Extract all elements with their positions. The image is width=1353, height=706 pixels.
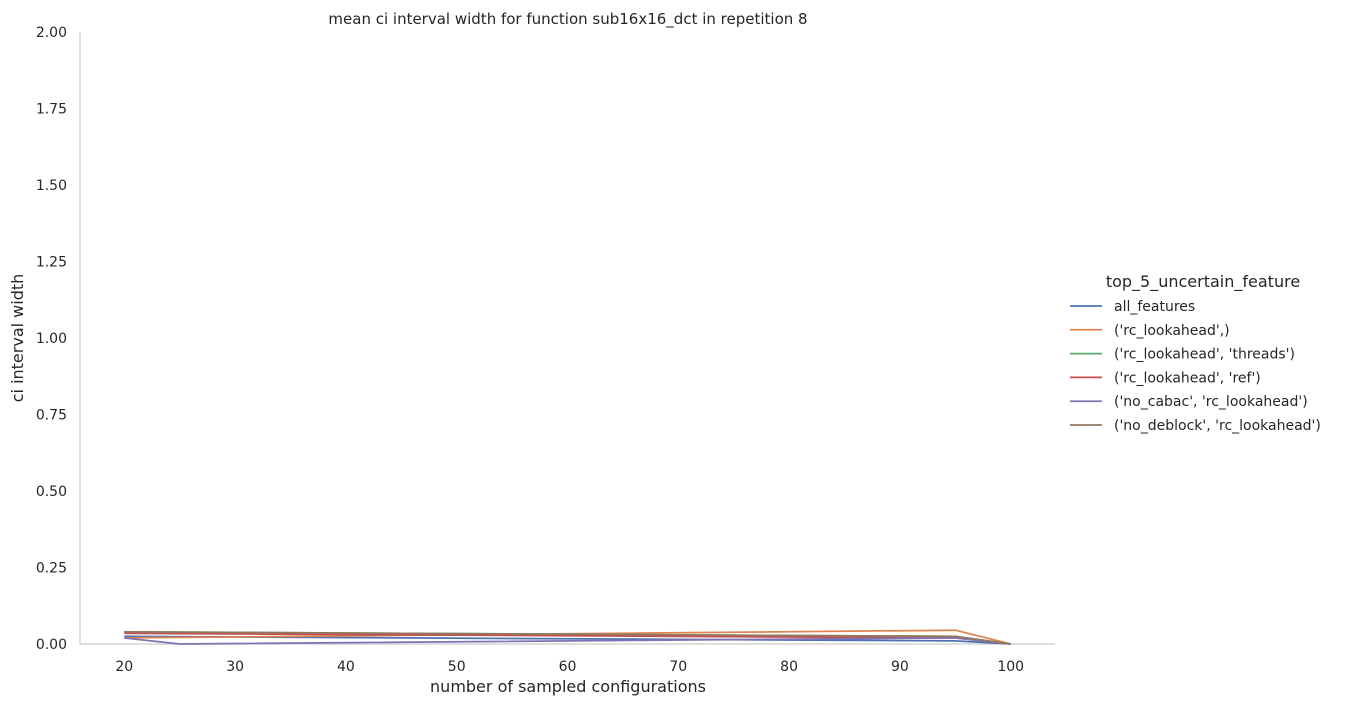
series-line: [124, 635, 1011, 645]
legend-label: ('no_cabac', 'rc_lookahead'): [1114, 394, 1308, 410]
series-line: [124, 630, 1011, 645]
x-tick-label: 20: [115, 659, 133, 675]
y-tick-label: 0.00: [36, 637, 67, 653]
y-axis-title: ci interval width: [8, 274, 27, 403]
x-tick-label: 50: [448, 659, 466, 675]
y-tick-label: 1.25: [36, 255, 67, 271]
chart-title: mean ci interval width for function sub1…: [328, 10, 807, 29]
legend-items: all_features ('rc_lookahead',) ('rc_lookah…: [1070, 299, 1321, 434]
y-tick-label: 1.50: [36, 178, 67, 194]
y-ticks: 0.00 0.25 0.50 0.75 1.00 1.25 1.50 1.75 2.00: [36, 25, 67, 653]
y-tick-label: 2.00: [36, 25, 67, 41]
y-tick-label: 0.50: [36, 484, 67, 500]
x-axis-title: number of sampled configurations: [430, 677, 706, 696]
legend-label: ('rc_lookahead', 'threads'): [1114, 347, 1295, 363]
y-tick-label: 0.75: [36, 408, 67, 424]
y-tick-label: 1.75: [36, 102, 67, 118]
legend-label: all_features: [1114, 299, 1195, 315]
x-tick-label: 80: [780, 659, 798, 675]
plot-area: 0.00 0.25 0.50 0.75 1.00 1.25 1.50 1.75 2.00 20 3…: [36, 25, 1055, 675]
legend: top_5_uncertain_feature all_features ('rc…: [1070, 272, 1321, 434]
legend-label: ('rc_lookahead', 'ref'): [1114, 370, 1261, 386]
x-tick-label: 40: [337, 659, 355, 675]
x-tick-label: 90: [891, 659, 909, 675]
y-tick-label: 0.25: [36, 561, 67, 577]
x-tick-label: 30: [226, 659, 244, 675]
legend-title: top_5_uncertain_feature: [1106, 272, 1300, 292]
legend-label: ('no_deblock', 'rc_lookahead'): [1114, 418, 1321, 434]
y-tick-label: 1.00: [36, 331, 67, 347]
x-tick-label: 60: [559, 659, 577, 675]
series-lines: [124, 629, 1011, 645]
legend-label: ('rc_lookahead',): [1114, 323, 1230, 339]
x-ticks: 20 30 40 50 60 70 80 90 100: [115, 659, 1024, 675]
x-tick-label: 70: [669, 659, 687, 675]
x-tick-label: 100: [997, 659, 1024, 675]
